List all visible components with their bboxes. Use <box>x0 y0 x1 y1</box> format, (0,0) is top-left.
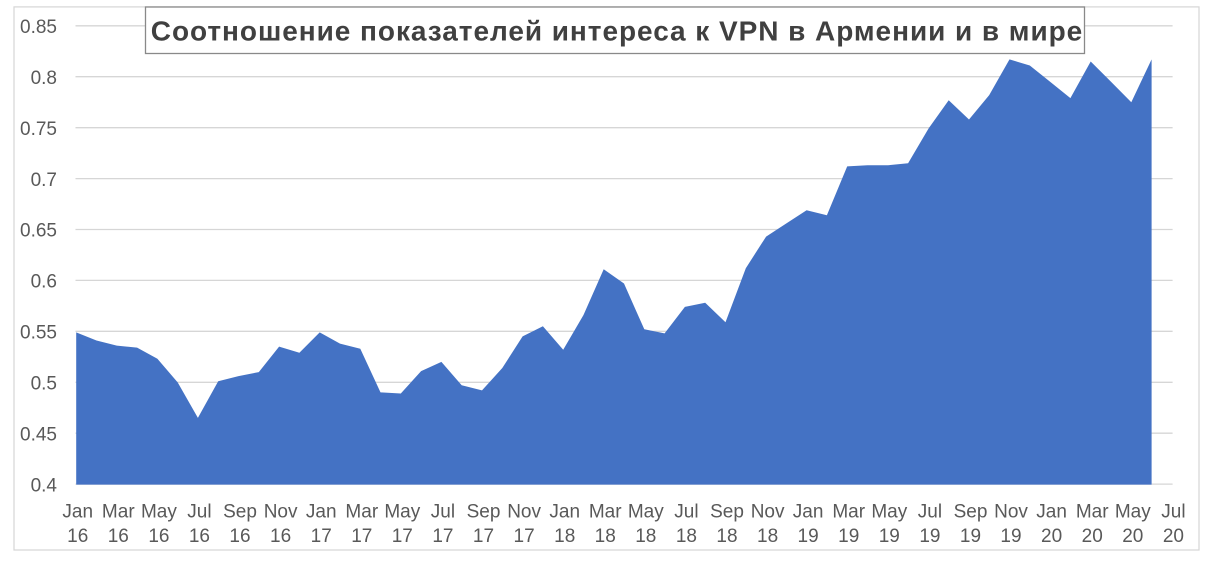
svg-text:19: 19 <box>919 526 940 547</box>
svg-text:16: 16 <box>108 526 129 547</box>
svg-text:19: 19 <box>879 526 900 547</box>
svg-text:0.55: 0.55 <box>20 323 57 344</box>
svg-text:Jan: Jan <box>62 502 93 523</box>
svg-text:16: 16 <box>148 526 169 547</box>
svg-text:20: 20 <box>1041 526 1062 547</box>
svg-text:May: May <box>628 502 664 523</box>
svg-text:Mar: Mar <box>1076 502 1109 523</box>
svg-text:18: 18 <box>757 526 778 547</box>
svg-text:Mar: Mar <box>832 502 865 523</box>
svg-text:18: 18 <box>595 526 616 547</box>
svg-text:Jan: Jan <box>549 502 580 523</box>
svg-text:May: May <box>871 502 907 523</box>
svg-text:Jan: Jan <box>793 502 824 523</box>
svg-text:17: 17 <box>392 526 413 547</box>
svg-text:Mar: Mar <box>589 502 622 523</box>
svg-text:Jul: Jul <box>674 502 698 523</box>
svg-text:17: 17 <box>432 526 453 547</box>
svg-text:18: 18 <box>716 526 737 547</box>
svg-text:0.45: 0.45 <box>20 424 57 445</box>
svg-text:19: 19 <box>960 526 981 547</box>
svg-text:May: May <box>1115 502 1151 523</box>
svg-text:17: 17 <box>311 526 332 547</box>
svg-text:0.5: 0.5 <box>31 374 57 395</box>
svg-text:19: 19 <box>1000 526 1021 547</box>
svg-text:18: 18 <box>554 526 575 547</box>
svg-text:May: May <box>141 502 177 523</box>
svg-text:Jul: Jul <box>1161 502 1185 523</box>
svg-text:Jan: Jan <box>1036 502 1067 523</box>
svg-text:Mar: Mar <box>102 502 135 523</box>
svg-text:0.6: 0.6 <box>31 272 57 293</box>
svg-text:0.85: 0.85 <box>20 17 57 38</box>
svg-text:Jul: Jul <box>918 502 942 523</box>
svg-text:Sep: Sep <box>223 502 257 523</box>
svg-text:Jan: Jan <box>306 502 337 523</box>
svg-text:19: 19 <box>798 526 819 547</box>
svg-text:0.65: 0.65 <box>20 221 57 242</box>
svg-text:16: 16 <box>189 526 210 547</box>
svg-text:Nov: Nov <box>994 502 1028 523</box>
svg-text:18: 18 <box>635 526 656 547</box>
svg-text:Соотношение показателей интере: Соотношение показателей интереса к VPN в… <box>151 15 1083 46</box>
svg-text:Jul: Jul <box>187 502 211 523</box>
svg-text:Nov: Nov <box>751 502 785 523</box>
svg-text:16: 16 <box>67 526 88 547</box>
svg-text:16: 16 <box>229 526 250 547</box>
svg-text:Jul: Jul <box>431 502 455 523</box>
svg-text:Mar: Mar <box>345 502 378 523</box>
svg-text:20: 20 <box>1082 526 1103 547</box>
svg-text:Sep: Sep <box>954 502 988 523</box>
svg-text:0.7: 0.7 <box>31 170 57 191</box>
svg-text:0.8: 0.8 <box>31 68 57 89</box>
svg-text:Nov: Nov <box>507 502 541 523</box>
svg-text:0.4: 0.4 <box>31 475 58 496</box>
svg-text:May: May <box>384 502 420 523</box>
svg-text:18: 18 <box>676 526 697 547</box>
svg-text:19: 19 <box>838 526 859 547</box>
svg-text:Sep: Sep <box>710 502 744 523</box>
svg-text:20: 20 <box>1122 526 1143 547</box>
svg-text:Sep: Sep <box>467 502 501 523</box>
svg-text:Nov: Nov <box>264 502 298 523</box>
svg-text:17: 17 <box>473 526 494 547</box>
svg-text:17: 17 <box>514 526 535 547</box>
svg-text:17: 17 <box>351 526 372 547</box>
svg-text:0.75: 0.75 <box>20 119 57 140</box>
svg-text:20: 20 <box>1163 526 1184 547</box>
svg-text:16: 16 <box>270 526 291 547</box>
